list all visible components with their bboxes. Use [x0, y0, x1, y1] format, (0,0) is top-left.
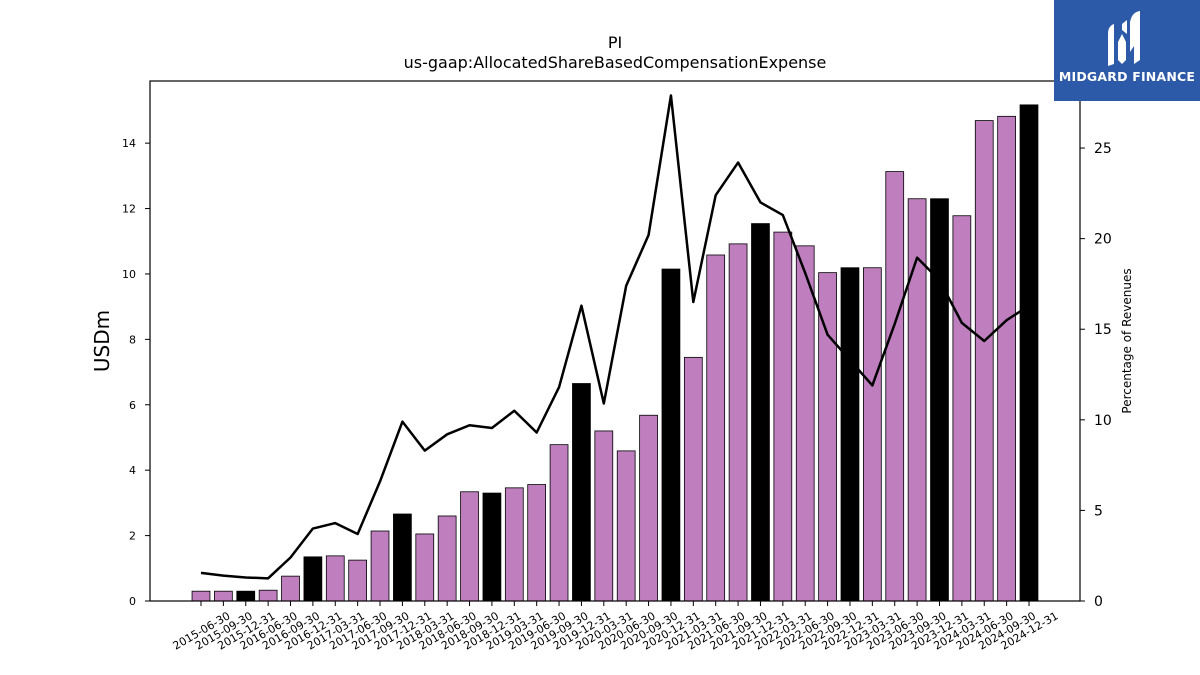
bar-2024-03-31: [952, 215, 972, 602]
bar-2018-03-31: [415, 533, 435, 602]
bar-2017-12-31: [393, 513, 412, 602]
bar-2019-12-31: [572, 383, 591, 602]
bar-2021-06-30: [706, 254, 726, 602]
bar-2023-06-30: [885, 171, 905, 602]
bar-2020-03-31: [594, 430, 614, 602]
bar-2018-09-30: [460, 491, 479, 602]
y2-tick-label: 20: [1094, 232, 1112, 248]
bar-2017-03-31: [325, 555, 345, 602]
chart-title: PI: [608, 33, 622, 52]
bar-2016-06-30: [258, 589, 278, 602]
bar-2017-06-30: [348, 559, 368, 602]
bar-2019-03-31: [504, 487, 524, 602]
bar-2019-06-30: [527, 484, 547, 602]
y2-tick-label: 25: [1094, 141, 1112, 157]
y-tick-label: 8: [129, 333, 136, 346]
bar-2022-03-31: [773, 231, 793, 602]
bar-2020-09-30: [639, 414, 658, 602]
bar-2015-12-31: [236, 590, 256, 602]
left-axis-ticks: 0 2 4 6 8 10 12 14: [122, 137, 150, 608]
plot-frame: [149, 80, 1081, 602]
bar-2020-12-31: [661, 268, 681, 602]
midgard-logo-icon: [1108, 11, 1140, 66]
y-tick-label: 10: [122, 268, 136, 281]
x-axis-ticks: 2015-06-302015-09-302015-12-312016-06-30…: [171, 601, 1061, 653]
y-tick-label: 2: [129, 530, 136, 543]
y2-tick-label: 10: [1094, 413, 1112, 429]
bar-2022-06-30: [795, 245, 815, 602]
y-tick-label: 0: [129, 595, 136, 608]
bar-2018-12-31: [482, 492, 502, 602]
y-tick-label: 4: [129, 464, 136, 477]
y2-tick-label: 5: [1094, 503, 1103, 519]
brand-logo: MIDGARD FINANCE: [1054, 0, 1200, 101]
line-group: [200, 94, 1030, 580]
bar-2022-12-31: [840, 267, 860, 602]
bar-2024-09-30: [997, 115, 1016, 602]
y2-tick-label: 0: [1094, 594, 1103, 610]
y-tick-label: 14: [122, 137, 136, 150]
bar-2016-09-30: [281, 575, 300, 602]
y-tick-label: 12: [122, 203, 136, 216]
bar-2021-12-31: [751, 223, 770, 602]
y2-tick-label: 15: [1094, 322, 1112, 338]
chart-subtitle: us-gaap:AllocatedShareBasedCompensationE…: [404, 53, 827, 72]
right-axis-ticks: 0 5 10 15 20 25: [1080, 141, 1112, 610]
brand-name: MIDGARD FINANCE: [1058, 69, 1196, 84]
bar-2016-12-31: [303, 556, 323, 602]
bar-2021-09-30: [728, 243, 748, 602]
y2-axis-label: Percentage of Revenues: [1120, 268, 1134, 413]
bar-2024-06-30: [974, 120, 994, 602]
bar-2022-09-30: [818, 272, 837, 602]
bar-2015-06-30: [191, 590, 211, 602]
bar-2023-12-31: [930, 198, 949, 602]
y-tick-label: 6: [129, 399, 136, 412]
bar-2021-03-31: [683, 356, 703, 602]
bar-2017-09-30: [370, 530, 390, 602]
bars-group: [191, 104, 1039, 602]
y-axis-label: USDm: [90, 310, 114, 372]
bar-2020-06-30: [616, 450, 636, 602]
bar-2019-09-30: [549, 444, 569, 602]
bar-2024-12-31: [1019, 104, 1039, 602]
bar-2018-06-30: [437, 515, 457, 602]
bar-2023-03-31: [863, 267, 882, 602]
percentage-line: [200, 94, 1030, 580]
bar-2015-09-30: [214, 590, 233, 602]
